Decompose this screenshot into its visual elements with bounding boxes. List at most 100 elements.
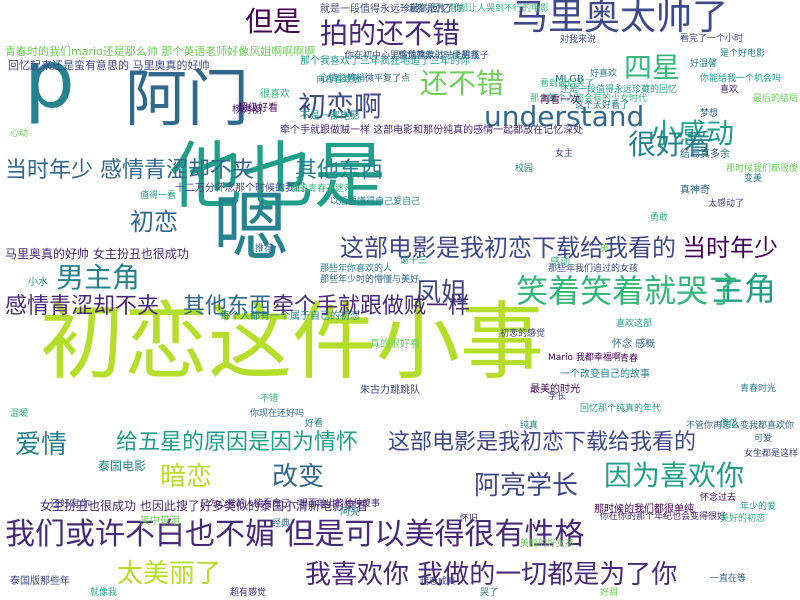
word-cloud-term: 好喜欢 [590,69,618,79]
word-cloud-term: 感情青涩却不夹 [5,294,160,319]
word-cloud-term: 他也是 [170,134,387,218]
word-cloud-term: 不管你再怎么变我都喜欢你 [686,421,795,431]
word-cloud-term: 你现在还好吗 [250,409,305,419]
word-cloud-term: 青春时光 [740,384,777,394]
word-cloud-term: 哭了 [480,588,499,598]
word-cloud-term: 十二万分怀念那个时候的我们 [175,183,305,194]
word-cloud-term: understand [484,100,645,133]
word-cloud-term: 牵个手就跟做贼一样 这部电影和那份纯真的感情一起都放在记忆深处 [280,125,584,136]
word-cloud-term: 只为心爱的人能看自己一眼而做出的种种傻事 [200,499,381,509]
word-cloud-term: 喜欢 [720,85,739,95]
word-cloud-term: 小感动 [650,117,735,150]
word-cloud-term: 超级好看 [238,103,278,114]
word-cloud-term: 初恋的感觉 [500,329,546,339]
word-cloud-term: 太感动了 [708,199,745,209]
word-cloud-term: 暗恋 [160,462,213,492]
word-cloud-term: 但是 [245,5,302,38]
word-cloud-term: 喜欢这部 [616,319,653,329]
word-cloud-term: 就是一段值得永远珍藏的回忆 [320,4,450,15]
word-cloud-term: 女主 [555,149,574,159]
word-cloud-term: 这部电影是我初恋下载给我看的 [340,234,676,262]
word-cloud-term: 很好看 [628,128,713,161]
word-cloud-term: 青春 [620,354,639,364]
word-cloud-term: 那些年少时的懵懂与美好 [320,275,420,285]
word-cloud-term: 马里奥太帅了 [512,0,729,38]
word-cloud-term: 学长 [548,392,567,402]
word-cloud-term: 那时候我们都很傻 [726,164,799,174]
word-cloud-term: 美 [600,244,610,254]
word-cloud-term: 一直在等 [710,574,747,584]
word-cloud-term: 还好有你 [50,499,90,510]
word-cloud-term: 男主角 [56,261,141,294]
word-cloud-term: 改变 [272,462,325,492]
word-cloud-term: 怀念过去 [700,493,737,503]
word-cloud-term: 太美丽了 [117,559,222,589]
word-cloud-term: 超有感觉 [230,588,267,598]
word-cloud-term: 好温馨 [690,59,718,69]
word-cloud-term: 那个每个人都会有的少女时代 [530,94,648,104]
word-cloud-term: 以后要懂得自己爱自己 [330,197,421,207]
word-cloud-term: 怀念 感概 [612,339,656,350]
word-cloud-term: p [24,33,75,126]
word-cloud-term: 当时年少 [682,234,778,262]
word-cloud-term: 美好的初恋 [720,514,766,524]
word-cloud-term: 拍的还不错 [320,17,461,50]
word-cloud-term: 向青春致敬 [316,75,362,85]
word-cloud-term: 对我来说 [560,35,597,45]
word-cloud-term: 心动 [10,129,29,139]
word-cloud-term: 经典 [272,519,291,529]
word-cloud-term: 阿亮学长 [474,471,579,501]
word-cloud-term: 那些年你喜欢的人 [320,264,393,274]
word-cloud-term: 初恋 [130,208,178,236]
word-cloud-term: 因为喜欢你 [604,459,745,492]
word-cloud-term: 牵个手就跟做贼一样 [272,294,471,319]
word-cloud-term: 就像我 [90,588,118,598]
word-cloud-term: 泰国版那些年 [10,576,70,587]
word-cloud-term: 最美的时光 [530,384,580,395]
word-cloud-term: 感动 [550,257,570,268]
word-cloud-term: 怀旧 [460,514,479,524]
word-cloud-term: 温暖 [10,409,29,419]
word-cloud-term: 小水 [28,277,48,288]
word-cloud-term: 凤姐 [415,278,468,308]
word-cloud-term: 是个好电影 [720,49,766,59]
word-cloud-term: 我喜欢你 我做的一切都是为了你 [305,560,678,590]
word-cloud-term: 回忆起来还是蛮有意思的 马里奥真的好帅 [8,59,210,72]
word-cloud-term: 谢十三 [400,256,428,266]
word-cloud-term: 值得一看 [140,191,177,201]
word-cloud-term: 再看一次 [540,95,580,106]
word-cloud-term: 回忆那个纯真的年代 [580,404,662,414]
word-cloud-term: 最后的结局 [753,94,799,104]
word-cloud-term: 你在初中心里偷偷喜欢过一个男孩子 [345,51,490,61]
word-cloud-term: 勇敢 [650,213,669,223]
word-cloud-term: 不错 [260,394,279,404]
word-cloud-term: 给五星的原因是因为情怀 [116,430,359,455]
word-cloud-term: 感觉就像小时候的我 [398,51,480,61]
word-cloud-term: 那时候的我们都很单纯 [594,504,694,515]
word-cloud-term: 我们或许不白也不媚 但是可以美得很有性格 [5,517,585,552]
word-cloud-term: 傻瓜 [720,419,739,429]
word-cloud-term: 泰国电影 [98,459,147,473]
word-cloud-term: 每个人都有一个属于自己的初恋 [220,311,360,322]
word-cloud-term: 结局真多余 [680,149,730,160]
word-cloud-term: 一起都是为了你 [400,4,464,14]
word-cloud-term: 暗恋成真 [420,577,457,587]
word-cloud-term: 嗯 [213,183,289,272]
word-cloud-term: 年少的爱 [740,502,777,512]
word-cloud-term: 好甜 [600,588,619,598]
word-cloud-term: 笑着笑着就哭了 [516,272,741,310]
word-cloud-term: 谁的青春不迷茫 [290,184,354,194]
word-cloud-term: 四星 [624,51,681,84]
word-cloud-term: 那个我喜欢了三年疯狂地追了三年的你 [300,56,470,67]
word-cloud-term: 青春时的我们mario还是那么帅 那个英语老师好像风姐啊啊啊啊 [5,45,316,58]
word-cloud-term: 朱古力跳跳队 [360,385,420,396]
word-cloud-term: 看到最后哭了 [540,79,595,89]
word-cloud-term: 变美 [744,174,763,184]
word-cloud-term: 看完了一个小时 [680,34,744,44]
word-cloud-term: 好看 [305,419,324,429]
word-cloud-term: 真神奇 [680,185,710,196]
word-cloud-term: 可爱 [754,434,773,444]
word-cloud-term: 阿亮 [340,507,360,518]
word-cloud-term: 美丽的好女孩 [520,539,575,549]
word-cloud-term: 纯真 [520,421,539,431]
